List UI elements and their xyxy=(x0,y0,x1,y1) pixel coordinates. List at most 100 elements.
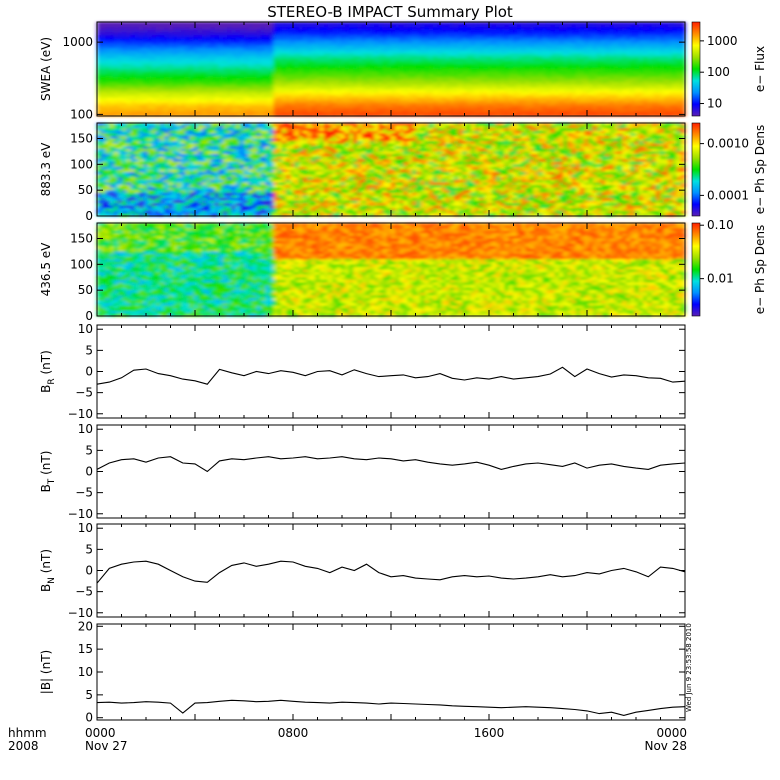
heatmap-cell xyxy=(122,55,127,60)
heatmap-cell xyxy=(176,45,182,49)
heatmap-cell xyxy=(109,105,115,109)
heatmap-cell xyxy=(181,40,186,44)
heatmap-cell xyxy=(97,27,102,31)
heatmap-cell xyxy=(118,22,123,26)
heatmap-cell xyxy=(172,97,178,101)
plot-title: STEREO-B IMPACT Summary Plot xyxy=(267,3,513,21)
heatmap-cell xyxy=(118,100,123,104)
heatmap-cell xyxy=(185,40,190,44)
heatmap-cell xyxy=(109,110,115,114)
heatmap-cell xyxy=(151,87,157,91)
heatmap-cell xyxy=(164,113,169,117)
heatmap-cell xyxy=(155,89,161,94)
heatmap-cell xyxy=(126,76,132,81)
heatmap-cell xyxy=(164,24,169,28)
heatmap-cell xyxy=(134,37,140,41)
heatmap-cell xyxy=(122,29,127,34)
heatmap-cell xyxy=(168,29,174,34)
heatmap-cell xyxy=(126,35,132,39)
heatmap-cell xyxy=(181,82,186,86)
heatmap-cell xyxy=(101,95,106,99)
heatmap-cell xyxy=(181,74,186,78)
heatmap-cell xyxy=(134,50,140,54)
heatmap-cell xyxy=(160,37,165,41)
heatmap-cell xyxy=(118,55,123,60)
heatmap-cell xyxy=(97,24,102,28)
heatmap-cell xyxy=(147,27,153,31)
heatmap-cell xyxy=(172,89,178,94)
heatmap-cell xyxy=(122,35,127,39)
heatmap-cell xyxy=(122,113,127,117)
heatmap-cell xyxy=(126,82,132,86)
heatmap-cell xyxy=(168,45,174,49)
heatmap-cell xyxy=(118,45,123,49)
heatmap-cell xyxy=(130,32,136,36)
heatmap-cell xyxy=(143,66,148,70)
heatmap-cell xyxy=(168,95,174,99)
heatmap-cell xyxy=(168,92,174,96)
heatmap-cell xyxy=(143,35,148,39)
heatmap-cell xyxy=(139,79,144,83)
heatmap-cell xyxy=(101,71,106,75)
heatmap-cell xyxy=(118,61,123,65)
heatmap-cell xyxy=(130,35,136,39)
heatmap-cell xyxy=(130,110,136,114)
heatmap-cell xyxy=(181,113,186,117)
heatmap-cell xyxy=(126,61,132,65)
heatmap-cell xyxy=(143,32,148,36)
heatmap-cell xyxy=(160,55,165,60)
heatmap-cell xyxy=(126,113,132,117)
heatmap-cell xyxy=(105,100,111,104)
heatmap-cell xyxy=(147,74,153,78)
heatmap-cell xyxy=(122,100,127,104)
heatmap-cell xyxy=(134,29,140,34)
heatmap-cell xyxy=(155,87,161,91)
heatmap-cell xyxy=(139,42,144,47)
heatmap-cell xyxy=(122,74,127,78)
heatmap-cell xyxy=(176,32,182,36)
heatmap-cell xyxy=(130,74,136,78)
heatmap-cell xyxy=(109,89,115,94)
heatmap-cell xyxy=(155,105,161,109)
heatmap-cell xyxy=(172,42,178,47)
heatmap-cell xyxy=(109,27,115,31)
heatmap-cell xyxy=(143,100,148,104)
heatmap-cell xyxy=(113,42,119,47)
heatmap-cell xyxy=(160,97,165,101)
heatmap-cell xyxy=(155,53,161,57)
heatmap-cell xyxy=(151,48,157,52)
heatmap-cell xyxy=(126,58,132,62)
heatmap-cell xyxy=(134,69,140,73)
heatmap-cell xyxy=(155,61,161,65)
heatmap-cell xyxy=(130,105,136,109)
heatmap-cell xyxy=(147,82,153,86)
heatmap-cell xyxy=(109,76,115,81)
heatmap-cell xyxy=(147,53,153,57)
heatmap-cell xyxy=(122,76,127,81)
heatmap-cell xyxy=(176,71,182,75)
heatmap-cell xyxy=(101,27,106,31)
heatmap-cell xyxy=(147,45,153,49)
heatmap-cell xyxy=(176,102,182,107)
heatmap-cell xyxy=(151,82,157,86)
heatmap-cell xyxy=(185,69,190,73)
heatmap-cell xyxy=(151,79,157,83)
heatmap-cell xyxy=(113,45,119,49)
heatmap-cell xyxy=(164,105,169,109)
heatmap-cell xyxy=(139,29,144,34)
heatmap-cell xyxy=(126,32,132,36)
heatmap-cell xyxy=(139,22,144,26)
heatmap-cell xyxy=(130,58,136,62)
heatmap-cell xyxy=(109,40,115,44)
heatmap-cell xyxy=(113,82,119,86)
heatmap-cell xyxy=(160,76,165,81)
heatmap-cell xyxy=(172,82,178,86)
heatmap-cell xyxy=(143,108,148,112)
heatmap-cell xyxy=(176,92,182,96)
heatmap-cell xyxy=(118,105,123,109)
heatmap-cell xyxy=(101,84,106,88)
heatmap-cell xyxy=(113,100,119,104)
heatmap-cell xyxy=(147,108,153,112)
heatmap-cell xyxy=(147,37,153,41)
heatmap-cell xyxy=(113,48,119,52)
